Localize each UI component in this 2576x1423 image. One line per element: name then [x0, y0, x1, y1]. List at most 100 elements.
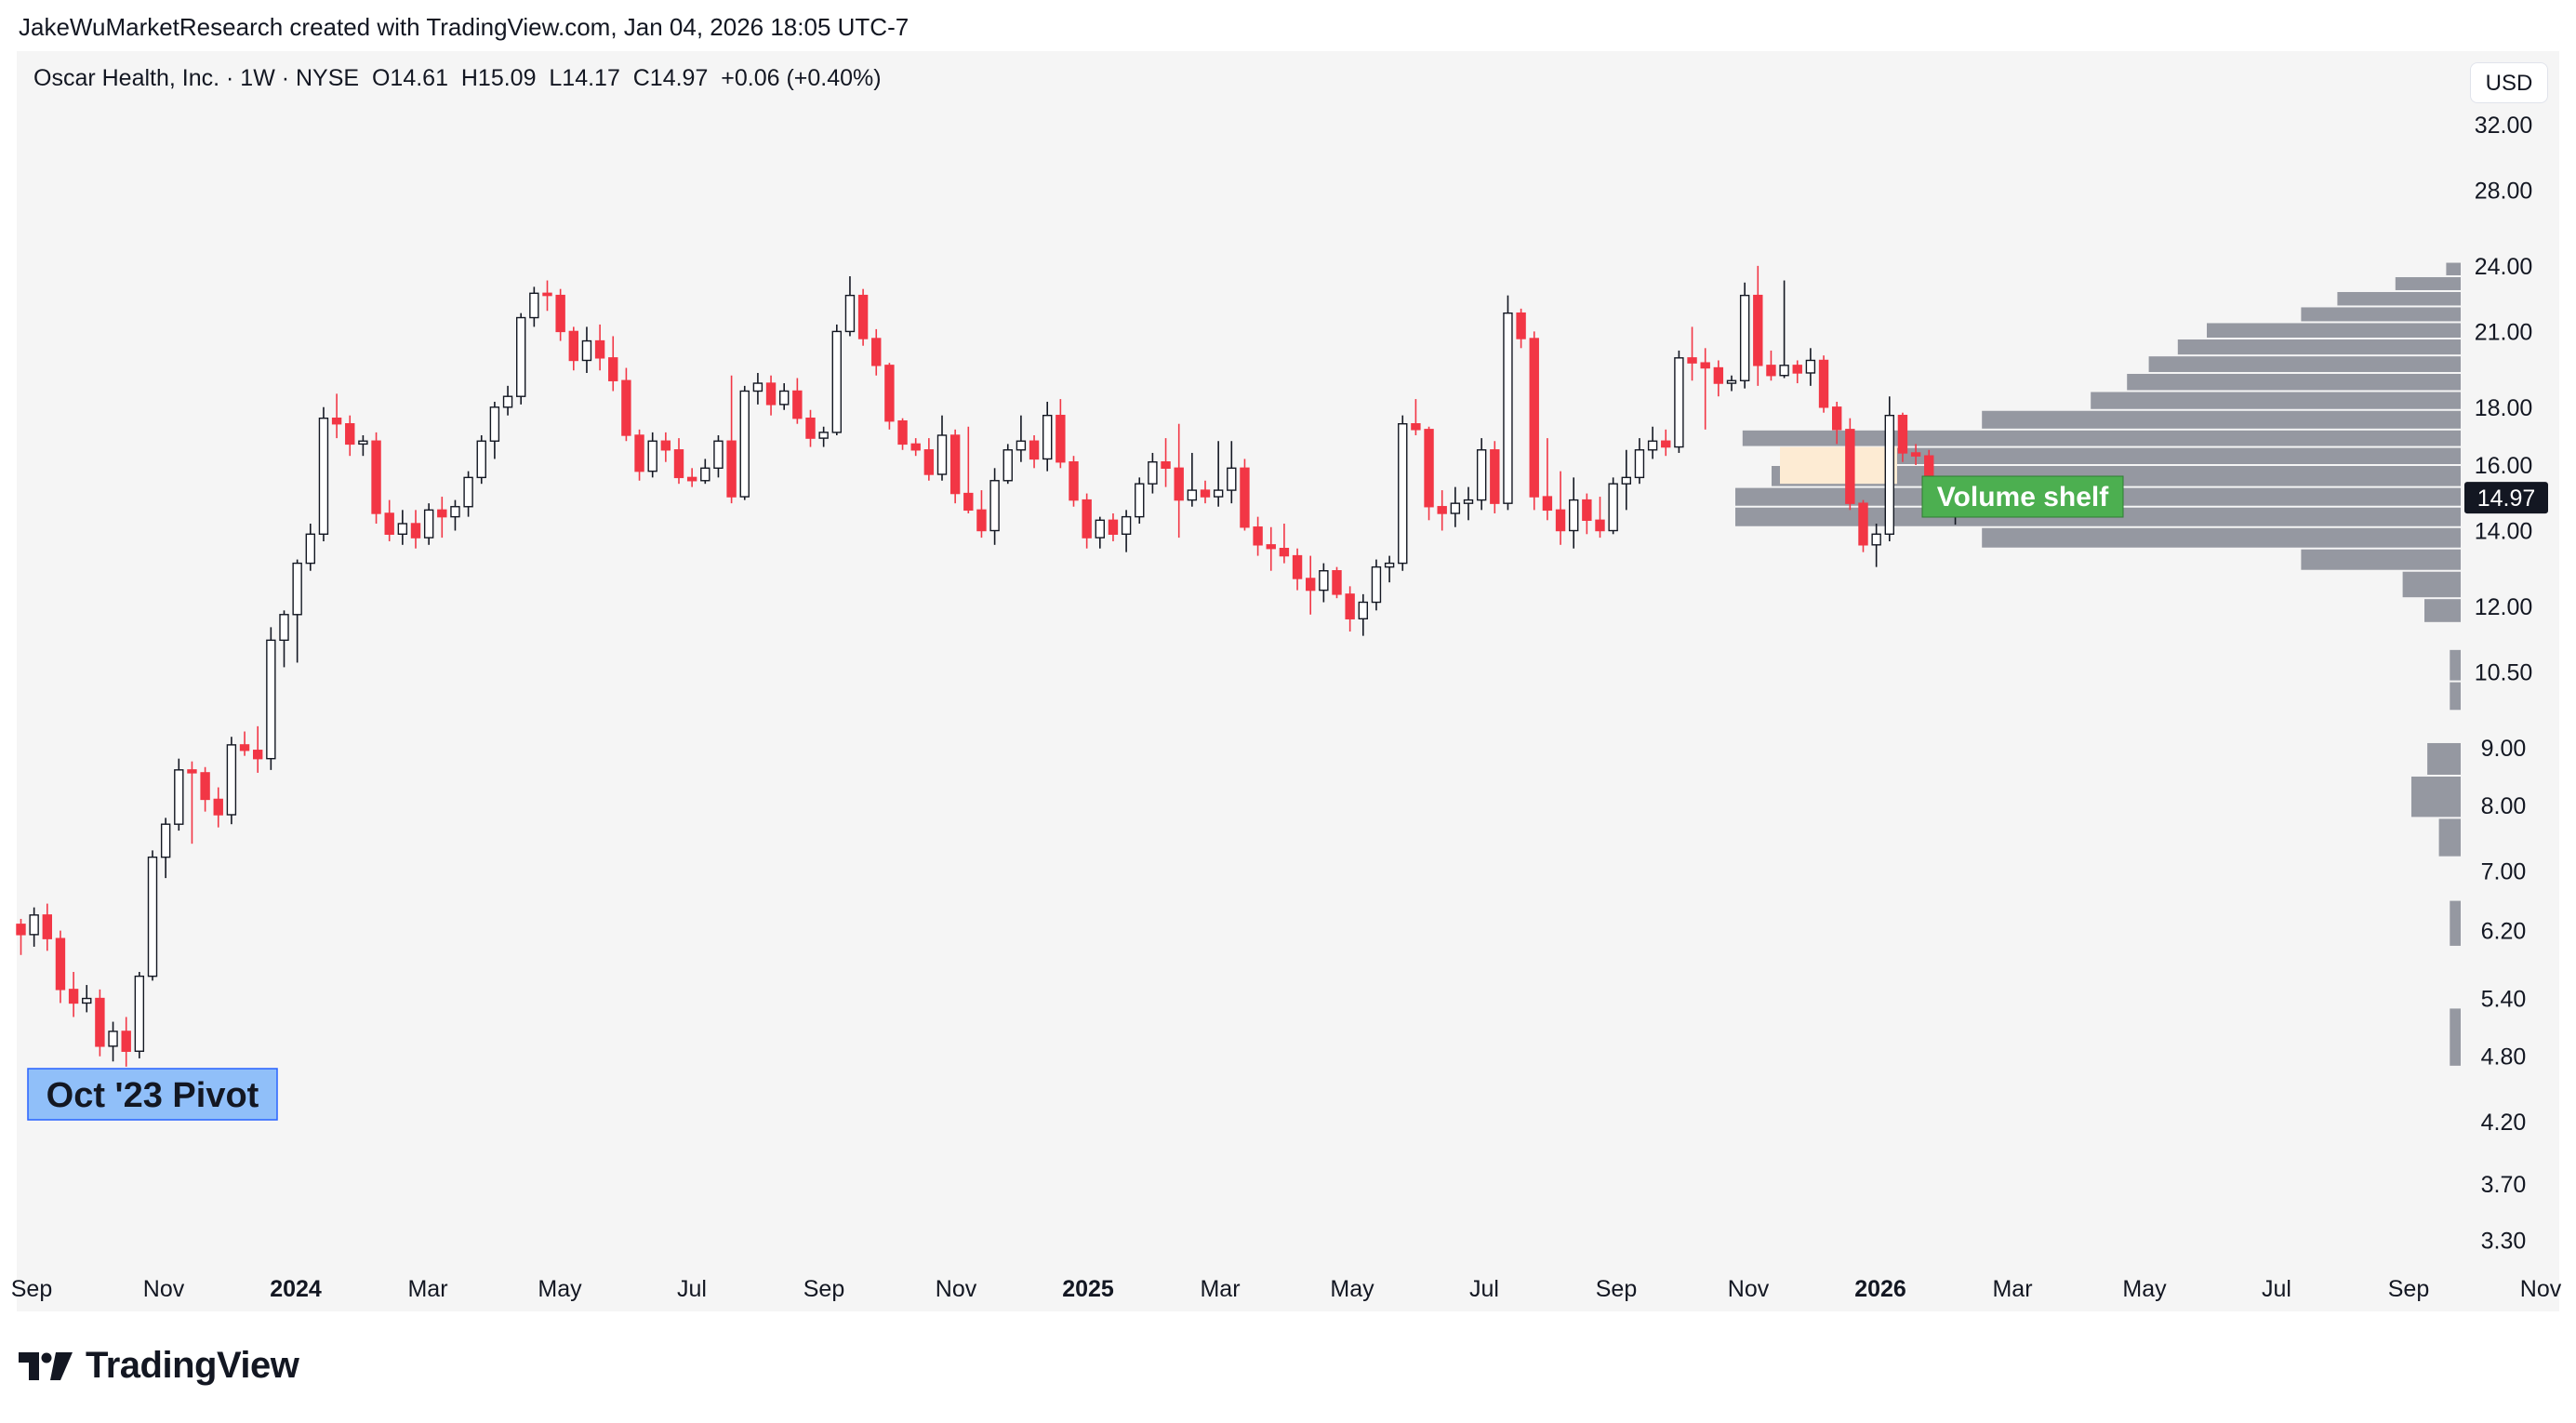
- time-axis-label: Jul: [2262, 1276, 2291, 1302]
- volume-profile-bar: [2207, 323, 2461, 339]
- candle-body: [213, 798, 223, 816]
- candle-body: [253, 750, 263, 760]
- time-axis-label: May: [538, 1276, 582, 1302]
- candle-body: [1095, 519, 1106, 539]
- volume-profile-bar: [2177, 339, 2461, 355]
- candle-body: [1398, 423, 1408, 565]
- candle-body: [1858, 502, 1868, 546]
- candle-body: [1542, 496, 1553, 512]
- candle-body: [647, 440, 657, 472]
- tradingview-logo[interactable]: TradingView: [19, 1345, 299, 1387]
- candle-body: [1213, 489, 1224, 498]
- candle-body: [884, 365, 895, 422]
- candle-body: [1582, 499, 1592, 522]
- candle-body: [1674, 357, 1684, 448]
- candle-body: [1266, 544, 1276, 550]
- candle-body: [1529, 338, 1539, 498]
- candle-body: [42, 914, 52, 939]
- volume-profile-bar: [2148, 356, 2461, 372]
- candle-body: [292, 562, 302, 616]
- candle-body: [16, 924, 26, 936]
- volume-profile-bar: [2337, 291, 2461, 306]
- candle-body: [1450, 502, 1461, 514]
- candle-body: [489, 406, 500, 442]
- time-axis-label: Jul: [677, 1276, 707, 1302]
- volume-profile-bar: [2450, 649, 2461, 681]
- candle-body: [1792, 365, 1802, 374]
- candle-body: [1700, 362, 1710, 369]
- currency-button[interactable]: USD: [2470, 62, 2548, 103]
- chart-credit: JakeWuMarketResearch created with Tradin…: [19, 13, 910, 41]
- volume-profile-bar: [2402, 571, 2461, 598]
- candle-body: [1437, 506, 1447, 514]
- candle-body: [226, 744, 237, 816]
- price-axis-label: 7.00: [2481, 859, 2527, 885]
- candle-body: [1082, 499, 1092, 539]
- candle-body: [949, 434, 961, 495]
- volume-profile-bar: [2438, 818, 2461, 857]
- price-axis-label: 6.20: [2481, 919, 2527, 945]
- candle-body: [897, 419, 908, 446]
- volume-profile-bar: [1982, 527, 2461, 548]
- time-axis-label: May: [2122, 1276, 2167, 1302]
- candle-body: [726, 440, 737, 498]
- candle-body: [1490, 449, 1500, 504]
- candle-body: [1516, 312, 1526, 339]
- volume-profile-bar: [1982, 410, 2461, 429]
- candle-body: [686, 476, 697, 482]
- candle-body: [476, 440, 486, 479]
- time-axis-label: Sep: [2388, 1276, 2429, 1302]
- candle-body: [1121, 515, 1132, 535]
- candle-body: [55, 938, 66, 991]
- candle-body: [1595, 519, 1605, 532]
- candle-body: [1227, 467, 1237, 491]
- price-axis-label: 3.70: [2481, 1172, 2527, 1198]
- candle-body: [765, 382, 777, 406]
- candle-body: [1818, 359, 1829, 408]
- candle-body: [516, 316, 526, 397]
- candle-body: [1608, 483, 1618, 532]
- candle-body: [713, 440, 724, 470]
- candle-body: [200, 772, 210, 801]
- chart-panel[interactable]: [17, 51, 2559, 1311]
- candle-body: [1003, 449, 1013, 482]
- candle-body: [1779, 365, 1789, 377]
- time-axis-label: Sep: [11, 1276, 52, 1302]
- volume-profile-bar: [2127, 373, 2461, 391]
- candle-body: [594, 339, 605, 359]
- time-axis-label: Mar: [1992, 1276, 2032, 1302]
- price-axis-label: 28.00: [2475, 179, 2533, 205]
- price-axis-label: 5.40: [2481, 987, 2527, 1013]
- candle-body: [739, 390, 750, 498]
- candle-body: [29, 914, 39, 936]
- candle-body: [1661, 440, 1671, 448]
- candle-body: [568, 330, 578, 362]
- candle-body: [660, 440, 671, 451]
- tradingview-wordmark: TradingView: [86, 1345, 299, 1386]
- candle-body: [1411, 423, 1421, 431]
- candle-body: [1845, 429, 1855, 504]
- candle-body: [1713, 366, 1724, 384]
- shelf-annotation-label: Volume shelf: [1937, 482, 2109, 512]
- candle-body: [1384, 562, 1395, 568]
- candle-body: [239, 744, 250, 751]
- price-axis-label: 8.00: [2481, 793, 2527, 819]
- volume-profile-bar: [1742, 430, 2461, 446]
- pivot-annotation-box: [27, 1068, 278, 1121]
- candle-body: [1871, 533, 1881, 546]
- candle-body: [331, 417, 342, 425]
- candle-body: [857, 294, 869, 339]
- candle-body: [1200, 489, 1211, 498]
- price-axis-label: 10.50: [2475, 659, 2533, 685]
- tradingview-logo-icon: [19, 1351, 73, 1380]
- candle-body: [1161, 461, 1171, 470]
- candle-body: [805, 417, 816, 439]
- volume-profile-bar: [2301, 307, 2461, 322]
- volume-profile-bar: [2424, 599, 2461, 622]
- volume-profile-bar: [2395, 277, 2461, 290]
- pivot-annotation-label: Oct '23 Pivot: [46, 1076, 259, 1115]
- volume-profile-bar: [2450, 682, 2461, 711]
- candle-body: [82, 997, 92, 1004]
- candle-body: [923, 449, 935, 475]
